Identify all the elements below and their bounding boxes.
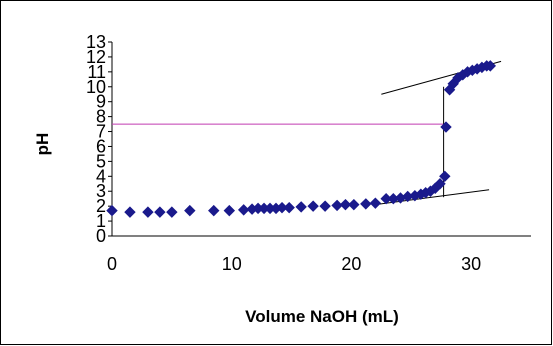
data-point xyxy=(283,201,295,214)
x-axis-label: Volume NaOH (mL) xyxy=(245,307,399,326)
data-point xyxy=(106,204,118,217)
y-tick-label: 12 xyxy=(86,47,106,67)
y-tick-label: 7 xyxy=(96,122,106,142)
data-point xyxy=(295,201,307,213)
y-tick-label: 3 xyxy=(96,181,106,201)
data-point xyxy=(484,60,497,72)
x-tick-label: 10 xyxy=(222,254,242,274)
data-point xyxy=(348,198,360,211)
y-tick-label: 0 xyxy=(96,226,106,246)
data-point xyxy=(331,199,343,212)
data-point xyxy=(434,178,446,190)
plot-axes xyxy=(108,41,531,237)
data-point xyxy=(447,78,459,90)
y-tick-label: 4 xyxy=(96,166,106,186)
x-tick-label: 0 xyxy=(107,254,117,274)
data-point xyxy=(440,121,452,133)
x-tick-label: 20 xyxy=(341,254,361,274)
data-point xyxy=(360,198,372,210)
y-tick-label: 1 xyxy=(96,211,106,231)
data-point xyxy=(142,206,154,218)
y-tick-label: 11 xyxy=(87,62,106,82)
data-point xyxy=(439,170,451,183)
y-tick-label: 10 xyxy=(86,77,106,97)
x-tick-label: 30 xyxy=(461,254,481,274)
y-axis-label: pH xyxy=(33,133,52,156)
data-point xyxy=(339,198,352,211)
data-point xyxy=(184,204,196,217)
y-tick-label: 13 xyxy=(86,32,106,52)
y-tick-label: 5 xyxy=(96,151,106,171)
y-tick-label: 8 xyxy=(96,107,106,127)
data-point xyxy=(223,204,236,217)
y-tick-label: 6 xyxy=(96,136,106,156)
data-point xyxy=(124,206,136,218)
data-point xyxy=(208,204,220,217)
y-tick-label: 9 xyxy=(96,92,106,112)
y-tick-label: 2 xyxy=(96,196,106,216)
data-points xyxy=(106,60,497,218)
data-point xyxy=(369,197,382,209)
data-point xyxy=(237,204,250,216)
data-point xyxy=(307,200,319,212)
data-point xyxy=(166,206,178,218)
data-point xyxy=(319,200,331,212)
data-point xyxy=(154,206,166,218)
